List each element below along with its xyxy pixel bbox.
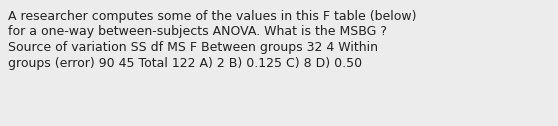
Text: groups (error) 90 45 Total 122 A) 2 B) 0.125 C) 8 D) 0.50: groups (error) 90 45 Total 122 A) 2 B) 0…	[8, 56, 362, 70]
Text: A researcher computes some of the values in this F table (below): A researcher computes some of the values…	[8, 10, 416, 23]
Text: for a one-way between-subjects ANOVA. What is the MSBG ?: for a one-way between-subjects ANOVA. Wh…	[8, 25, 387, 39]
Text: Source of variation SS df MS F Between groups 32 4 Within: Source of variation SS df MS F Between g…	[8, 41, 378, 54]
